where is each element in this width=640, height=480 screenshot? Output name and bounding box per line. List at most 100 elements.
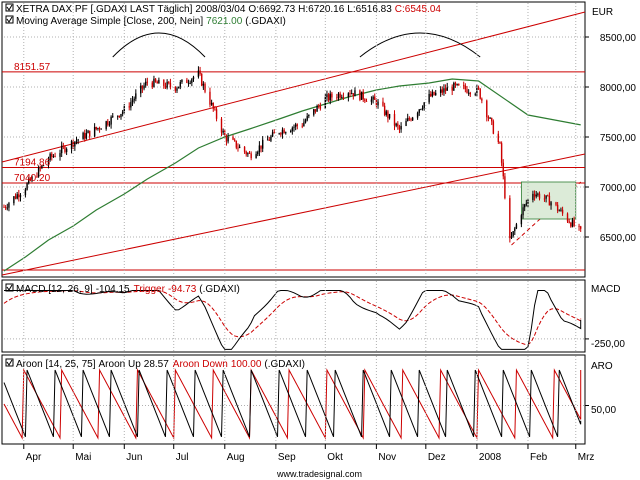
candle-body (105, 121, 107, 129)
check-icon (6, 284, 13, 291)
candle-body (428, 93, 430, 103)
candle-body (439, 89, 442, 93)
candle-body (280, 133, 282, 135)
check-icon (6, 16, 13, 23)
candle-body (135, 93, 137, 99)
candle-body (362, 91, 364, 100)
candle-body (491, 117, 493, 122)
candle-body (141, 85, 144, 89)
candle-body (374, 96, 376, 100)
aroon-down-label: Aroon Down (173, 359, 228, 370)
candle-body (39, 167, 41, 169)
candle-body (233, 139, 236, 141)
legend-close: C:6545.04 (395, 4, 442, 15)
candle-body (224, 130, 226, 137)
candle-body (100, 128, 102, 130)
time-tick-label: Sep (278, 452, 296, 463)
price-annotations (1, 11, 586, 276)
candle-body (29, 178, 32, 181)
candle-body (336, 97, 338, 99)
candle-body (131, 100, 134, 103)
candle-body (290, 130, 292, 133)
legend-high: H:6720.16 (298, 4, 345, 15)
candle-body (51, 153, 53, 157)
candle-body (301, 125, 303, 127)
candle-body (77, 139, 79, 141)
time-tick-label: Nov (378, 452, 396, 463)
time-tick-label: Mai (75, 452, 91, 463)
time-tick-label: Jul (176, 452, 189, 463)
candle-body (174, 86, 177, 91)
candle-body (337, 93, 340, 98)
trend-channel-upper (1, 11, 586, 163)
candle-body (451, 87, 453, 91)
candle-body (169, 82, 172, 87)
candle-body (245, 151, 247, 155)
candle-body (304, 120, 307, 123)
candle-body (163, 79, 165, 86)
candle-body (308, 114, 310, 117)
candle-body (469, 92, 472, 95)
candle-body (342, 96, 345, 98)
candle-body (181, 79, 183, 83)
candle-body (60, 145, 63, 154)
candle-body (566, 213, 569, 222)
candle-body (85, 133, 88, 139)
candle-body (341, 96, 343, 98)
aroon-down-line (3, 368, 582, 440)
candle-body (248, 153, 251, 154)
checkbox-icon (5, 283, 14, 292)
candle-body (555, 202, 557, 205)
candle-body (257, 152, 259, 155)
candle-body (243, 146, 246, 152)
candle-body (314, 109, 317, 112)
candle-body (202, 83, 205, 86)
candle-body (41, 165, 43, 169)
macd-symbol: (.GDAXI) (199, 284, 240, 295)
candle-body (8, 203, 10, 208)
candle-body (209, 91, 211, 105)
candle-body (154, 78, 157, 82)
candle-body (520, 215, 523, 225)
candle-body (411, 117, 414, 121)
legend-ma-label: Moving Average Simple [Close, 200, Nein] (16, 16, 203, 27)
checkbox-icon (5, 3, 14, 12)
candle-body (547, 195, 549, 197)
candle-body (306, 116, 308, 121)
trend-channel-lower (1, 153, 586, 276)
candle-body (370, 99, 373, 102)
candle-body (463, 85, 465, 87)
candle-body (535, 194, 537, 197)
candle-body (398, 126, 401, 130)
time-tick-label: 2008 (479, 452, 502, 463)
candle-body (578, 225, 580, 227)
candle-body (466, 89, 468, 93)
candle-body (537, 193, 539, 195)
svg-text:XETRA DAX PF [.GDAXI LAST Tägl: XETRA DAX PF [.GDAXI LAST Täglich] 2008/0… (16, 4, 441, 15)
time-grid (23, 3, 577, 443)
checkbox-icon (5, 15, 14, 24)
candle-body (128, 106, 130, 108)
candle-body (406, 118, 409, 121)
aroon-axis-tick: 50,00 (591, 405, 616, 416)
candle-body (441, 89, 443, 93)
candle-body (220, 118, 223, 133)
candle-body (98, 127, 101, 130)
candle-body (74, 141, 76, 147)
candle-body (416, 112, 419, 118)
candle-body (164, 85, 167, 88)
time-tick-label: Okt (327, 452, 343, 463)
candle-body (97, 127, 99, 130)
candle-body (560, 209, 562, 211)
candle-body (238, 146, 241, 148)
price-tick-label: 8500,00 (600, 33, 637, 44)
candle-body (365, 100, 368, 102)
top-arc-right (359, 32, 481, 58)
candle-body (533, 193, 536, 197)
candle-body (235, 140, 238, 148)
candle-body (140, 85, 142, 94)
candle-body (88, 130, 91, 137)
candle-body (349, 93, 351, 95)
candle-body (166, 81, 168, 88)
candle-body (143, 85, 145, 89)
